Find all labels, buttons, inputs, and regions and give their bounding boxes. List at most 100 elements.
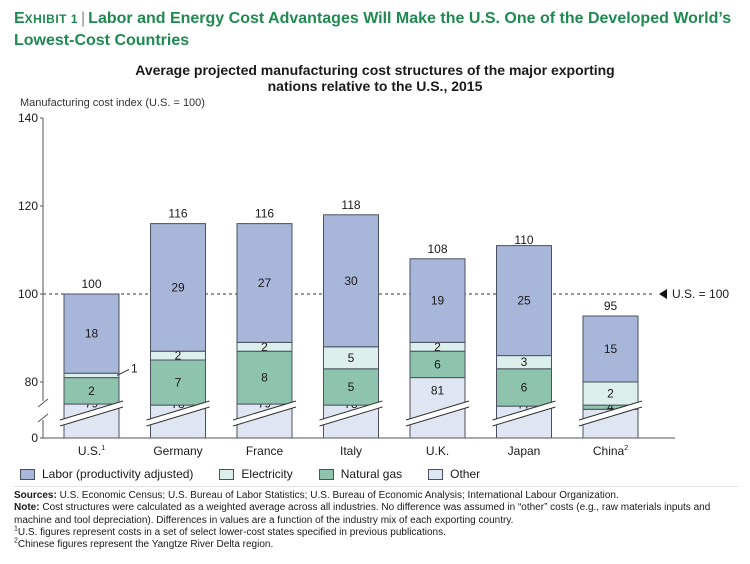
category-label-china: China2	[593, 444, 628, 458]
footnote-1-mark: 1	[14, 525, 18, 533]
category-superscript-china: 2	[624, 445, 628, 452]
exhibit-label: EXHIBIT 1	[14, 10, 79, 27]
sources-label: Sources:	[14, 490, 57, 501]
data-label-other-uk: 81	[431, 383, 445, 397]
axis-break-gap-china	[579, 401, 642, 426]
footnote-2: 2Chinese figures represent the Yangtze R…	[14, 537, 744, 551]
data-label-labor-italy: 30	[344, 274, 358, 288]
legend-label-labor: Labor (productivity adjusted)	[42, 467, 194, 481]
bar-segment-labor-us	[63, 293, 120, 374]
axis-break-mark-lower-italy	[319, 406, 383, 427]
y-axis-break-lower	[37, 413, 49, 423]
data-label-electricity-germany: 2	[175, 349, 182, 363]
total-label-italy: 118	[341, 198, 360, 212]
data-label-natural-gas-china: 4	[607, 400, 614, 414]
bar-segment-labor-germany	[150, 223, 206, 352]
footnote-2-text: Chinese figures represent the Yangtze Ri…	[17, 539, 274, 551]
data-label-natural-gas-france: 8	[261, 371, 268, 385]
legend-label-other: Other	[450, 467, 481, 481]
category-label-germany: Germany	[153, 444, 202, 458]
legend-item-natural-gas: Natural gas	[318, 467, 403, 481]
note-text: Cost structures were calculated as a wei…	[14, 502, 711, 526]
data-label-labor-china: 15	[604, 342, 618, 356]
axis-break-gap-japan	[492, 401, 556, 426]
legend-label-natural-gas: Natural gas	[340, 467, 403, 481]
category-label-italy: Italy	[340, 444, 362, 458]
data-label-electricity-italy: 5	[348, 351, 355, 365]
axis-break-mark-lower-us	[59, 406, 124, 427]
total-label-japan: 110	[514, 233, 533, 247]
legend-item-electricity: Electricity	[219, 467, 293, 481]
axis-break-mark-upper-us	[59, 400, 124, 421]
reference-line-label: U.S. = 100	[672, 287, 729, 301]
axis-break-mark-upper-germany	[146, 400, 210, 421]
footnote-1: 1U.S. figures represent costs in a set o…	[14, 525, 744, 539]
data-label-natural-gas-uk: 6	[434, 357, 441, 371]
y-tick-label-0: 0	[31, 431, 38, 445]
note-label: Note:	[14, 502, 40, 514]
chart-title: Average projected manufacturing cost str…	[135, 62, 615, 94]
exhibit-separator: |	[81, 10, 86, 27]
legend-swatch-natural-gas	[318, 468, 334, 480]
y-tick-label-80: 80	[25, 375, 39, 389]
axis-break-mark-lower-france	[232, 406, 297, 427]
data-label-natural-gas-italy: 5	[348, 380, 355, 394]
data-label-labor-us: 18	[85, 327, 99, 341]
data-label-electricity-uk: 2	[434, 340, 441, 354]
notes: Sources: U.S. Economic Census; U.S. Bure…	[14, 490, 744, 551]
data-label-electricity-japan: 3	[521, 355, 528, 369]
total-label-uk: 108	[427, 242, 447, 256]
y-tick-label-120: 120	[18, 199, 38, 213]
legend-swatch-other	[428, 468, 444, 480]
bar-segment-natural-gas-uk	[409, 350, 466, 379]
data-label-electricity-france: 2	[261, 340, 268, 354]
axis-break-mark-upper-italy	[319, 400, 383, 421]
legend-item-other: Other	[428, 467, 480, 481]
axis-break-mark-upper-japan	[492, 400, 556, 421]
legend-swatch-electricity	[219, 468, 235, 480]
axis-break-mark-lower-japan	[492, 406, 556, 427]
reference-marker-icon	[659, 289, 667, 299]
data-label-labor-japan: 25	[517, 294, 531, 308]
axis-break-mark-lower-germany	[146, 406, 210, 427]
legend-item-labor: Labor (productivity adjusted)	[20, 467, 193, 481]
axis-break-mark-lower-china	[578, 406, 643, 427]
data-label-natural-gas-germany: 7	[175, 376, 182, 390]
axis-break-mark-upper-china	[578, 400, 643, 421]
bar-segment-labor-italy	[323, 214, 379, 348]
data-label-electricity-us: 1	[131, 361, 138, 375]
category-label-france: France	[246, 444, 284, 458]
axis-break-gap-us	[60, 401, 123, 426]
total-label-germany: 116	[168, 207, 187, 221]
axis-break-gap-france	[233, 401, 296, 426]
callout-line-electricity-us	[116, 368, 130, 376]
axis-break-mark-upper-uk	[405, 400, 470, 421]
total-label-china: 95	[604, 299, 618, 313]
category-label-japan: Japan	[508, 444, 541, 458]
footnote-2-mark: 2	[14, 537, 18, 545]
divider	[14, 486, 738, 487]
y-tick-label-140: 140	[18, 111, 38, 125]
data-label-electricity-china: 2	[607, 387, 614, 401]
note-line: Note: Cost structures were calculated as…	[14, 502, 744, 527]
bar-segment-labor-japan	[496, 245, 552, 357]
category-label-us: U.S.1	[78, 444, 105, 458]
sources-line: Sources: U.S. Economic Census; U.S. Bure…	[14, 490, 744, 502]
data-label-labor-france: 27	[258, 276, 272, 290]
sources-text: U.S. Economic Census; U.S. Bureau of Lab…	[59, 490, 619, 501]
total-label-us: 100	[81, 277, 101, 291]
axis-break-gap-italy	[319, 401, 383, 426]
legend-swatch-labor	[20, 468, 35, 480]
exhibit-title: Labor and Energy Cost Advantages Will Ma…	[14, 10, 732, 49]
exhibit-heading: EXHIBIT 1 | Labor and Energy Cost Advantag…	[14, 8, 738, 51]
bar-segment-natural-gas-germany	[150, 359, 206, 406]
bar-segment-labor-china	[582, 315, 639, 383]
data-label-natural-gas-us: 2	[88, 384, 95, 398]
category-label-uk: U.K.	[426, 444, 449, 458]
axis-break-gap-uk	[406, 401, 469, 426]
legend-label-electricity: Electricity	[241, 467, 293, 481]
bar-segment-labor-uk	[409, 258, 466, 343]
bar-segment-natural-gas-france	[236, 350, 293, 405]
